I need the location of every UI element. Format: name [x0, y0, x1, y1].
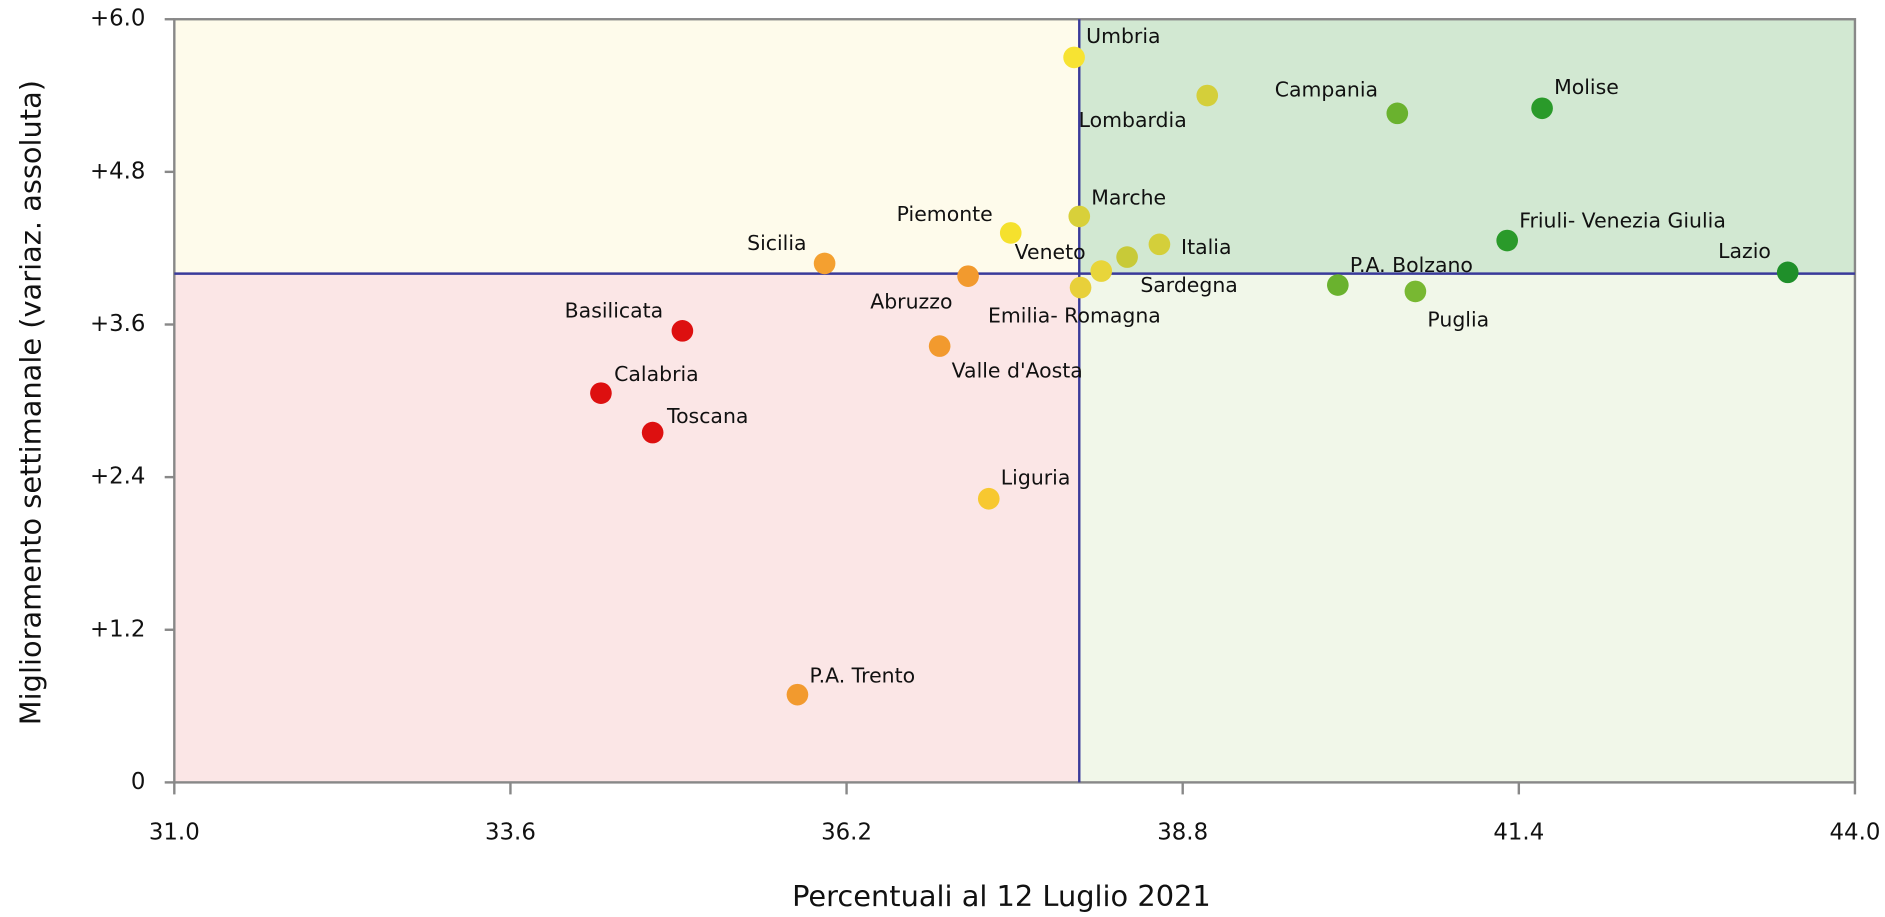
point-label: Emilia- Romagna — [988, 303, 1161, 327]
point-label: Italia — [1181, 235, 1231, 259]
point — [1069, 276, 1092, 299]
point — [1386, 102, 1409, 125]
point-label: Molise — [1554, 75, 1619, 99]
point-label: P.A. Bolzano — [1350, 253, 1473, 277]
y-tick-label: +4.8 — [90, 158, 145, 184]
y-tick-label: +6.0 — [90, 6, 145, 32]
x-tick-label: 41.4 — [1493, 819, 1544, 845]
point — [641, 421, 664, 444]
point-label: Lombardia — [1079, 108, 1187, 132]
point-label: Abruzzo — [870, 290, 952, 314]
point-label: Basilicata — [565, 299, 663, 323]
x-axis-title: Percentuali al 12 Luglio 2021 — [792, 879, 1211, 913]
point — [977, 487, 1000, 510]
x-tick-label: 36.2 — [821, 819, 872, 845]
point-label: Marche — [1091, 185, 1166, 209]
quadrant-bottom-right — [1079, 273, 1855, 783]
y-tick-label: +3.6 — [90, 311, 145, 337]
point-label: Valle d'Aosta — [952, 358, 1083, 382]
point — [1496, 229, 1519, 252]
point-label: Liguria — [1001, 465, 1071, 489]
point — [813, 252, 836, 275]
quadrant-top-left — [174, 19, 1080, 274]
y-tick-label: +2.4 — [90, 464, 145, 490]
point — [590, 382, 612, 404]
point — [1531, 97, 1553, 120]
plot-frame — [173, 18, 1857, 784]
quadrant-bottom-left — [174, 273, 1080, 783]
y-axis-title: Miglioramento settimanale (variaz. assol… — [13, 80, 47, 725]
point — [1196, 84, 1219, 107]
point-label: Veneto — [1015, 240, 1086, 264]
point-label: Sardegna — [1140, 273, 1237, 297]
point-label: Umbria — [1086, 24, 1160, 48]
point-label: Lazio — [1718, 239, 1771, 263]
point-label: P.A. Trento — [809, 664, 915, 688]
x-tick-label: 44.0 — [1830, 819, 1881, 845]
point-label: Sicilia — [747, 231, 806, 255]
x-tick-label: 31.0 — [149, 819, 200, 845]
x-tick-label: 33.6 — [485, 819, 536, 845]
point — [1776, 261, 1799, 284]
point-label: Friuli- Venezia Giulia — [1519, 208, 1726, 232]
quadrant-top-right — [1079, 19, 1855, 274]
point — [1116, 246, 1138, 268]
y-tick-label: +1.2 — [90, 616, 145, 642]
point-label: Piemonte — [897, 202, 993, 226]
y-tick-label: 0 — [131, 769, 146, 795]
point — [1068, 205, 1091, 228]
point — [1148, 233, 1171, 256]
point-label: Calabria — [614, 362, 699, 386]
point — [1063, 46, 1085, 69]
point — [957, 265, 979, 287]
point — [1327, 274, 1349, 296]
point-label: Toscana — [666, 404, 748, 428]
x-tick-label: 38.8 — [1157, 819, 1208, 845]
point-label: Campania — [1275, 78, 1378, 102]
point — [1404, 280, 1427, 303]
point — [786, 683, 809, 706]
point — [671, 320, 694, 342]
point — [1090, 260, 1113, 282]
point-label: Puglia — [1427, 307, 1489, 331]
point — [928, 335, 951, 357]
point — [999, 222, 1022, 244]
